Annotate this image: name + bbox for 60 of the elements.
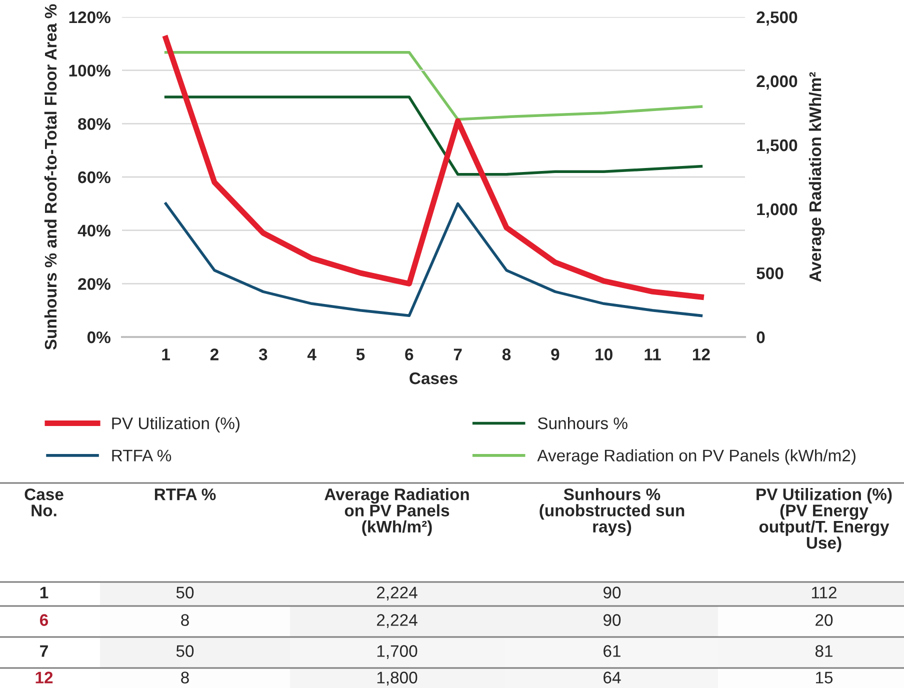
legend-label: RTFA %	[112, 450, 172, 462]
data-label: 1,700	[377, 645, 418, 659]
y-tick-label: 1	[40, 586, 48, 598]
y2-tick-label: 2,500	[756, 11, 798, 26]
data-label: 50	[176, 586, 194, 598]
data-label: 20	[816, 614, 833, 626]
data-label: 90	[604, 586, 621, 598]
y2-tick-label: 1,000	[757, 203, 798, 218]
x-axis-title: Cases	[410, 372, 458, 384]
line-series	[164, 50, 703, 121]
data-label: 2,224	[376, 614, 418, 628]
x-tick-label: 6	[405, 348, 414, 360]
data-label: 1,800	[377, 672, 418, 686]
y-tick-label: 120%	[69, 11, 110, 24]
y2-tick-label: 500	[756, 267, 784, 280]
data-label: 8	[181, 614, 189, 626]
y-tick-label: 20%	[78, 278, 110, 290]
y-tick-label: 7	[40, 645, 48, 657]
x-tick-label: 9	[551, 348, 560, 360]
x-tick-label: 7	[454, 348, 462, 360]
y2-tick-label: 1,500	[757, 139, 798, 154]
y-tick-label: 0%	[87, 331, 110, 344]
y-tick-label: 40%	[78, 224, 110, 237]
x-tick-label: 8	[502, 348, 511, 360]
data-label: 8	[181, 672, 189, 684]
x-tick-label: 2	[210, 348, 218, 360]
data-label: 64	[604, 672, 621, 684]
legend-label: Sunhours %	[538, 417, 628, 430]
line-series	[164, 96, 703, 176]
x-tick-label: 10	[596, 348, 612, 360]
data-label: 61	[604, 645, 620, 657]
x-tick-label: 11	[644, 348, 661, 360]
legend-label: Average Radiation on PV Panels (kWh/m2)	[537, 449, 856, 465]
y-tick-label: 6	[40, 614, 48, 626]
data-label: 112	[812, 586, 836, 598]
data-label: 81	[815, 645, 832, 657]
x-tick-label: Sunhours % (unobstructed sun rays)	[540, 488, 684, 536]
x-tick-label: 3	[258, 348, 268, 360]
y-axis-title: Case No.	[24, 488, 64, 516]
line-series	[164, 202, 703, 318]
y2-tick-label: 2,000	[756, 75, 798, 90]
data-label: 2,224	[376, 586, 418, 600]
data-label: 50	[176, 645, 194, 657]
x-tick-label: Average Radiation on PV Panels (kWh/m²)	[324, 488, 469, 536]
y-tick-label: 60%	[78, 171, 110, 184]
x-tick-label: PV Utilization (%) (PV Energy output/T. Energy Use)	[756, 488, 892, 552]
x-tick-label: 4	[307, 348, 316, 360]
x-tick-label: RTFA %	[154, 488, 216, 500]
x-tick-label: 12	[692, 348, 710, 360]
x-tick-label: 5	[356, 348, 365, 360]
y2-axis-title: Average Radiation kWh/m²	[808, 72, 825, 282]
y2-tick-label: 0	[756, 331, 765, 344]
y-axis-title: Sunhours % and Roof-to-Total Floor Area %	[44, 4, 57, 350]
legend-label: PV Utilization (%)	[112, 417, 240, 433]
data-label: 15	[816, 672, 833, 684]
data-label: 90	[604, 614, 621, 626]
y-tick-label: 100%	[69, 64, 110, 77]
y-tick-label: 80%	[78, 118, 110, 130]
x-tick-label: 1	[162, 348, 170, 360]
y-tick-label: 12	[36, 672, 53, 684]
